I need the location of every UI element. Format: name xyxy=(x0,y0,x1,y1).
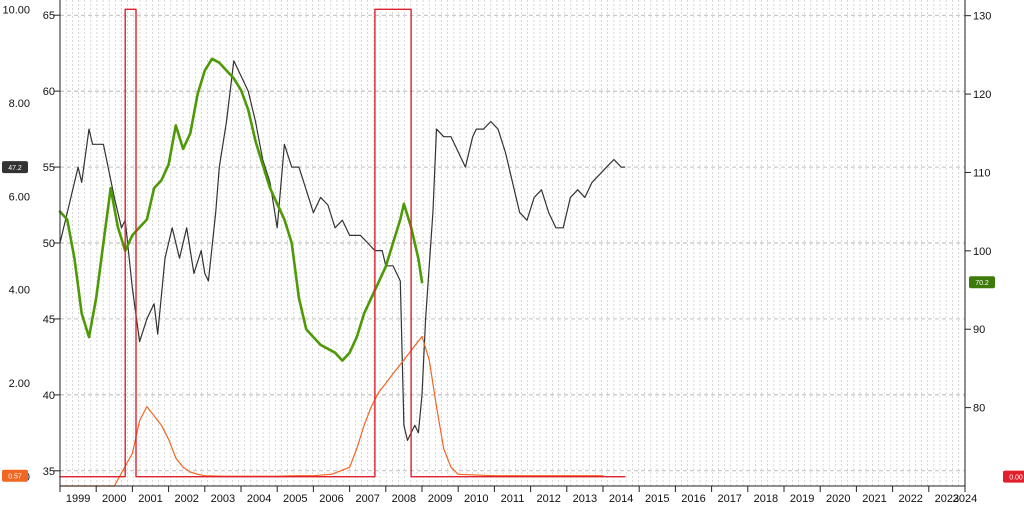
series-line-orange xyxy=(59,335,604,487)
left-inner-tick-label: 60 xyxy=(43,86,55,98)
x-tick-label: 2013 xyxy=(573,493,597,505)
grid xyxy=(59,0,965,486)
x-tick-label: 2001 xyxy=(138,493,162,505)
right-tick-label: 90 xyxy=(973,324,985,336)
series-line-black xyxy=(59,60,626,441)
x-tick-label: 2007 xyxy=(355,493,379,505)
x-tick-label: 2010 xyxy=(464,493,488,505)
badges: 47.2 0.57 70.2 0.00 xyxy=(2,161,1024,483)
left-outer-tick-label: 10.00 xyxy=(2,4,30,16)
axes: 10.008.006.004.002.000.00656055504540351… xyxy=(2,0,991,505)
left-outer-tick-label: 4.00 xyxy=(9,285,30,297)
x-tick-label: 2008 xyxy=(392,493,416,505)
x-tick-label: 2023 xyxy=(935,493,959,505)
left-inner-tick-label: 50 xyxy=(43,238,55,250)
series-line-red xyxy=(59,8,626,478)
x-tick-label: 2002 xyxy=(174,493,198,505)
x-tick-label: 2003 xyxy=(211,493,235,505)
badge-label: 47.2 xyxy=(8,165,22,172)
right-tick-label: 110 xyxy=(973,167,991,179)
badge-label: 0.00 xyxy=(1009,475,1023,482)
right-tick-label: 80 xyxy=(973,403,985,415)
x-tick-label: 2024 xyxy=(953,493,977,505)
x-tick-label: 2012 xyxy=(536,493,560,505)
x-tick-label: 2020 xyxy=(826,493,850,505)
right-tick-label: 120 xyxy=(973,89,991,101)
x-tick-label: 2014 xyxy=(609,493,633,505)
series-line-green xyxy=(58,57,424,362)
x-tick-label: 2017 xyxy=(717,493,741,505)
badge-bg xyxy=(1003,470,1024,483)
left-inner-tick-label: 55 xyxy=(43,162,55,174)
badge-label: 70.2 xyxy=(975,280,989,287)
badge-bg xyxy=(2,469,28,482)
x-tick-label: 2021 xyxy=(862,493,886,505)
x-tick-label: 2015 xyxy=(645,493,669,505)
left-outer-tick-label: 8.00 xyxy=(9,98,30,110)
x-tick-label: 2022 xyxy=(898,493,922,505)
left-inner-tick-label: 35 xyxy=(43,466,55,478)
x-tick-label: 2000 xyxy=(102,493,126,505)
x-tick-label: 2018 xyxy=(754,493,778,505)
left-inner-tick-label: 65 xyxy=(43,10,55,22)
left-outer-tick-label: 2.00 xyxy=(9,378,30,390)
x-tick-label: 2016 xyxy=(681,493,705,505)
x-tick-label: 2019 xyxy=(790,493,814,505)
badge-bg xyxy=(2,161,28,174)
right-tick-label: 130 xyxy=(973,11,991,23)
x-tick-label: 2006 xyxy=(319,493,343,505)
x-tick-label: 2009 xyxy=(428,493,452,505)
badge-red: 0.00 xyxy=(1003,470,1024,483)
left-inner-tick-label: 45 xyxy=(43,314,55,326)
badge-black: 47.2 xyxy=(2,161,28,174)
badge-label: 0.57 xyxy=(8,474,22,481)
badge-orange: 0.57 xyxy=(2,469,28,482)
series-layer xyxy=(58,8,626,487)
left-outer-tick-label: 6.00 xyxy=(9,191,30,203)
badge-bg xyxy=(969,276,995,289)
x-tick-label: 2004 xyxy=(247,493,271,505)
left-inner-tick-label: 40 xyxy=(43,390,55,402)
x-tick-label: 2005 xyxy=(283,493,307,505)
right-tick-label: 100 xyxy=(973,246,991,258)
x-tick-label: 2011 xyxy=(501,493,525,505)
badge-green: 70.2 xyxy=(969,276,995,289)
x-tick-label: 1999 xyxy=(66,493,90,505)
